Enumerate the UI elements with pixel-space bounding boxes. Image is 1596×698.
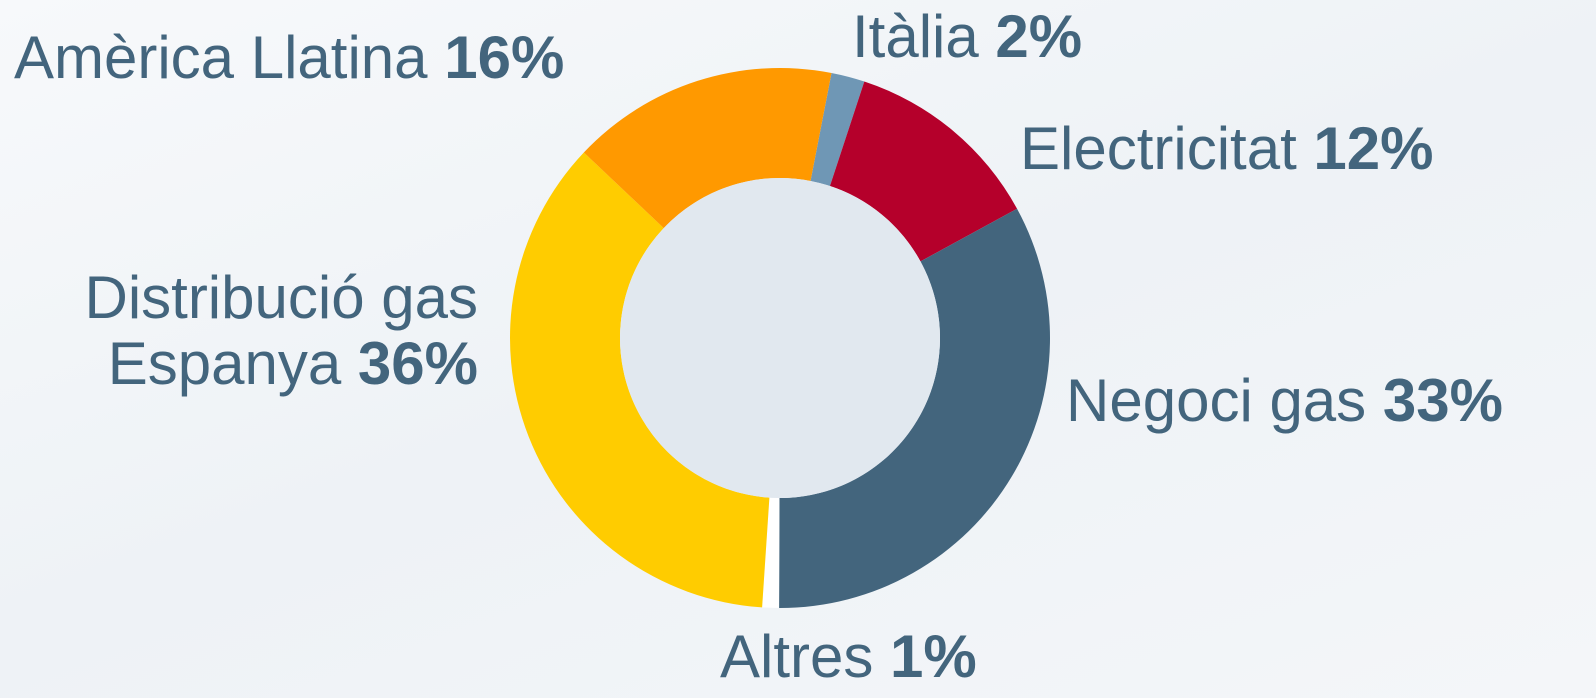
category-name: Negoci gas	[1066, 367, 1367, 434]
value-label: 33%	[1382, 367, 1503, 434]
value-label: 1%	[890, 623, 977, 690]
slice-label: Electricitat 12%	[1020, 116, 1434, 182]
category-name: Altres	[720, 623, 874, 690]
donut-slice	[583, 67, 832, 229]
slice-label: Amèrica Llatina 16%	[14, 25, 564, 91]
slice-label: Negoci gas 33%	[1066, 368, 1503, 434]
donut-slice	[509, 152, 770, 608]
donut-slice	[762, 497, 780, 608]
donut-slice	[829, 81, 1018, 262]
category-name: Electricitat	[1020, 115, 1297, 182]
category-name: Distribució gas Espanya	[84, 264, 479, 397]
donut-slice	[810, 72, 865, 187]
category-name: Amèrica Llatina	[14, 24, 428, 91]
slice-label: Altres 1%	[720, 624, 977, 690]
donut-slice	[779, 208, 1050, 608]
donut-hole	[620, 178, 940, 498]
value-label: 2%	[995, 3, 1083, 70]
category-name: Itàlia	[852, 3, 979, 70]
slice-label: Distribució gas Espanya 36%	[68, 264, 479, 397]
value-label: 12%	[1313, 115, 1434, 182]
value-label: 16%	[444, 24, 565, 91]
value-label: 36%	[357, 330, 478, 397]
slice-label: Itàlia 2%	[852, 4, 1082, 70]
